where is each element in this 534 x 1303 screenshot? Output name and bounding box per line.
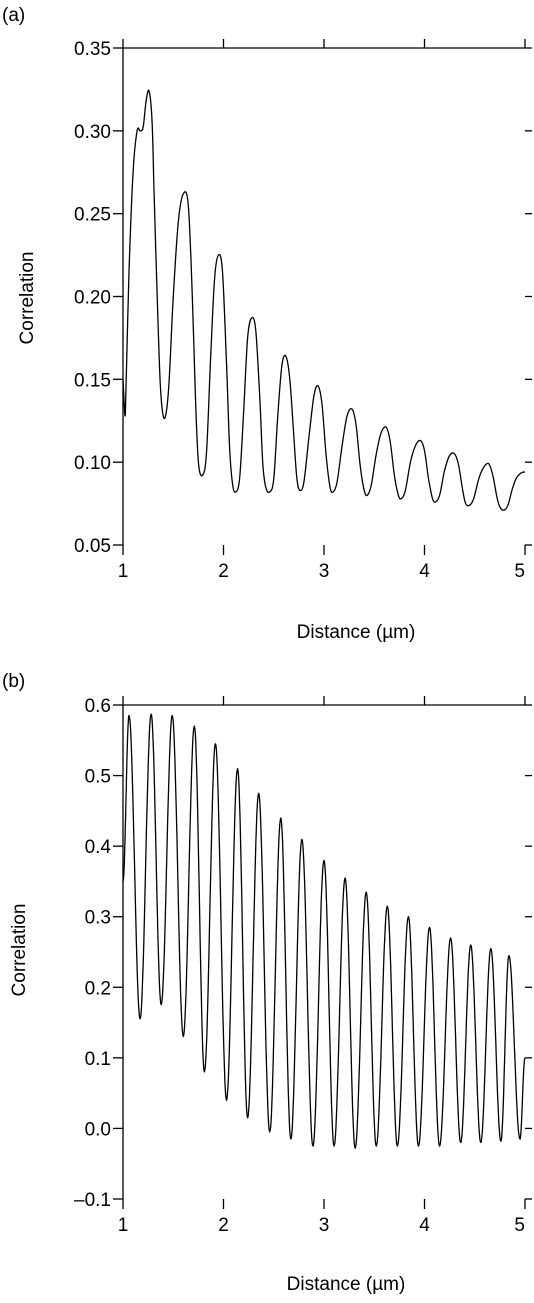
panel-a-x-tick-label: 1: [118, 561, 129, 582]
panel-a-x-tick-label: 3: [319, 561, 330, 582]
panel-b-x-tick-label: 3: [319, 1215, 330, 1236]
panel-b-y-tick-label: 0.2: [85, 978, 111, 999]
panel-a-y-tick-label: 0.05: [74, 536, 111, 557]
panel-a-y-tick-label: 0.30: [74, 122, 111, 143]
panel-a-y-tick-label: 0.25: [74, 205, 111, 226]
panel-b-frame: [122, 704, 525, 1199]
panel-a-label: (a): [2, 5, 25, 26]
panel-b-y-tick-label: 0.3: [85, 908, 111, 929]
panel-a-y-tick-label: 0.35: [74, 39, 111, 60]
panel-b-xlabel: Distance (µm): [287, 1274, 406, 1295]
panel-a-chart: (a) Correlation Distance (µm) 1 2 3 4 5 0.05 0…: [2, 5, 532, 643]
panel-a-ticks: [113, 39, 532, 555]
panel-b-chart: (b) Correlation Distance (µm) 1 2 3 4 5 –0.1 0…: [2, 671, 532, 1295]
panel-b-x-tick-label: 4: [419, 1215, 430, 1236]
panel-b-ticks: [113, 696, 532, 1209]
panel-b-x-tick-label: 2: [218, 1215, 229, 1236]
panel-a-y-tick-label: 0.15: [74, 370, 111, 391]
panel-b-series-line: [122, 713, 526, 1149]
panel-b-label: (b): [2, 671, 25, 692]
panel-b-y-tick-label: 0.0: [85, 1119, 111, 1140]
panel-a-tick-labels: 1 2 3 4 5 0.05 0.10 0.15 0.20 0.25 0.30 0.35: [74, 39, 525, 582]
panel-b-y-tick-label: 0.1: [85, 1049, 111, 1070]
panel-b-y-tick-label: 0.5: [85, 767, 111, 788]
panel-a-ylabel: Correlation: [17, 252, 38, 345]
panel-a-series-line: [122, 89, 526, 511]
panel-a-series: [122, 89, 526, 511]
panel-b-x-tick-label: 5: [514, 1215, 525, 1236]
panel-b-y-tick-label: –0.1: [74, 1190, 111, 1211]
panel-a-xlabel: Distance (µm): [297, 622, 416, 643]
panel-b-ylabel: Correlation: [9, 904, 30, 997]
panel-a-x-tick-label: 2: [218, 561, 229, 582]
panel-b-y-tick-label: 0.6: [85, 696, 111, 717]
panel-b-series: [122, 713, 526, 1149]
panel-b-y-tick-label: 0.4: [85, 837, 112, 858]
panel-b-tick-labels: 1 2 3 4 5 –0.1 0.0 0.1 0.2 0.3 0.4 0.5 0.6: [74, 696, 525, 1236]
panel-a-x-tick-label: 5: [514, 561, 525, 582]
panel-a-y-tick-label: 0.10: [74, 453, 111, 474]
panel-a-y-tick-label: 0.20: [74, 288, 111, 309]
panel-a-frame: [122, 47, 525, 545]
panel-b-x-tick-label: 1: [118, 1215, 129, 1236]
panel-a-x-tick-label: 4: [419, 561, 430, 582]
